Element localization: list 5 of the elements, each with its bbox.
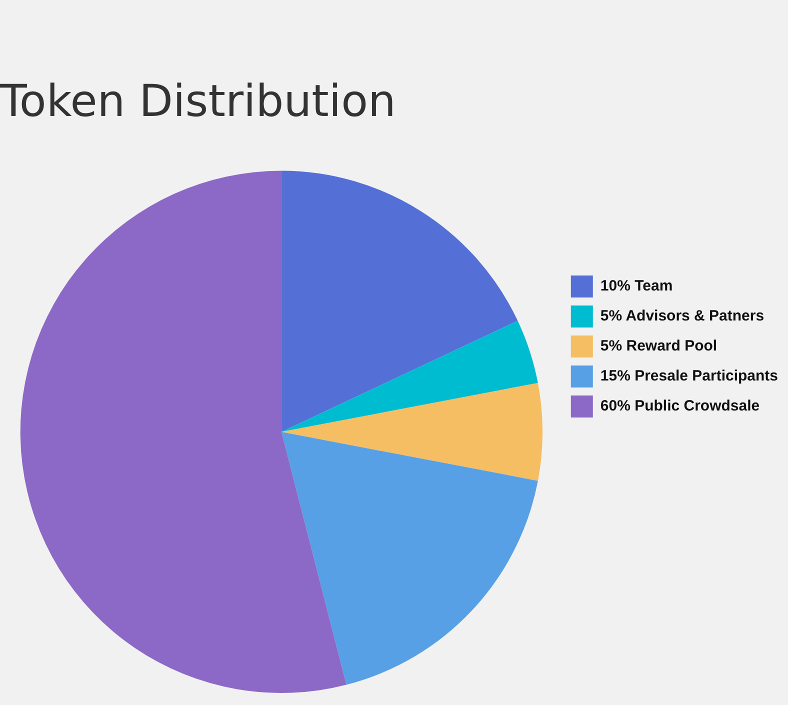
- legend-label: 60% Public Crowdsale: [600, 398, 760, 415]
- legend-label: 5% Reward Pool: [600, 338, 718, 355]
- legend-label: 5% Advisors & Patners: [600, 308, 764, 325]
- legend-label: 10% Team: [600, 278, 673, 295]
- legend-label: 15% Presale Participants: [600, 368, 778, 385]
